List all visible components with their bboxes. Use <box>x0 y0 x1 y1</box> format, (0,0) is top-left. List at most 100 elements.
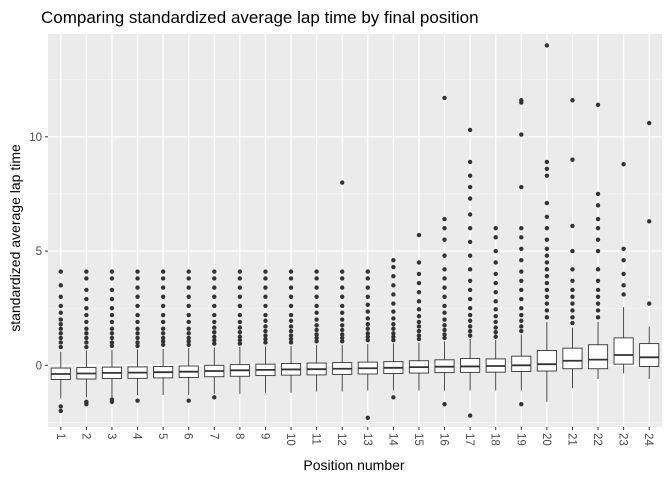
outlier-point <box>519 184 524 190</box>
outlier-point <box>519 278 524 283</box>
box-iqr <box>460 358 481 373</box>
outlier-point <box>493 235 498 240</box>
box-position-23 <box>613 162 634 374</box>
outlier-point <box>263 285 268 290</box>
y-axis: 0 5 10 <box>29 132 48 372</box>
outlier-point <box>109 340 115 345</box>
outlier-point <box>84 399 89 405</box>
outlier-point <box>314 327 319 333</box>
outlier-point <box>442 226 447 231</box>
x-tick-label: 22 <box>591 433 603 446</box>
x-tick-label: 6 <box>182 433 194 439</box>
outlier-point <box>340 327 345 333</box>
outlier-point <box>135 343 140 349</box>
outlier-point <box>519 132 524 137</box>
outlier-point <box>442 253 447 258</box>
outlier-point <box>544 294 550 299</box>
outlier-point <box>467 159 473 165</box>
outlier-point <box>365 285 370 290</box>
outlier-point <box>544 308 550 313</box>
outlier-point <box>544 159 550 165</box>
outlier-point <box>595 294 601 299</box>
outlier-point <box>237 337 243 343</box>
outlier-point <box>391 395 396 400</box>
outlier-point <box>365 294 370 299</box>
x-axis: 1 2 3 4 5 6 7 8 9 10 11 12 13 14 15 16 17 18 19 20 21 22 23 24 <box>54 427 654 446</box>
outlier-point <box>595 267 601 272</box>
outlier-point <box>365 276 370 281</box>
outlier-point <box>84 276 89 281</box>
outlier-point <box>570 248 575 254</box>
outlier-point <box>391 316 396 321</box>
outlier-point <box>160 335 166 341</box>
outlier-point <box>263 328 268 334</box>
outlier-point <box>519 269 524 274</box>
outlier-point <box>340 303 345 309</box>
outlier-point <box>519 246 524 251</box>
outlier-point <box>442 216 447 222</box>
outlier-point <box>416 333 422 338</box>
outlier-point <box>212 312 217 318</box>
x-tick-label: 18 <box>489 433 501 446</box>
outlier-point <box>365 309 370 314</box>
outlier-point <box>109 296 115 302</box>
outlier-point <box>467 196 473 201</box>
x-tick-label: 21 <box>565 433 577 446</box>
outlier-point <box>186 303 191 309</box>
outlier-point <box>340 269 345 274</box>
outlier-point <box>365 334 370 339</box>
outlier-point <box>595 102 601 108</box>
outlier-point <box>442 323 447 328</box>
outlier-point <box>340 294 345 299</box>
x-tick-label: 5 <box>156 433 168 439</box>
outlier-point <box>212 319 217 325</box>
outlier-point <box>442 332 447 337</box>
outlier-point <box>467 328 473 334</box>
outlier-point <box>519 328 524 334</box>
outlier-point <box>391 337 396 343</box>
box-position-22 <box>587 102 609 380</box>
outlier-point <box>314 317 319 322</box>
outlier-point <box>595 315 601 320</box>
outlier-point <box>288 340 294 345</box>
outlier-point <box>544 237 550 242</box>
x-tick-label: 9 <box>258 433 270 439</box>
outlier-point <box>237 341 243 346</box>
outlier-point <box>237 303 243 309</box>
x-tick-label: 16 <box>438 433 450 446</box>
outlier-point <box>467 287 473 293</box>
outlier-point <box>595 248 601 254</box>
outlier-point <box>237 276 243 281</box>
x-axis-title: Position number <box>303 457 405 473</box>
outlier-point <box>135 285 140 290</box>
outlier-point <box>365 321 370 327</box>
outlier-point <box>263 333 268 338</box>
outlier-point <box>442 335 447 341</box>
outlier-point <box>58 335 63 341</box>
outlier-point <box>544 173 550 178</box>
outlier-point <box>288 324 294 329</box>
outlier-point <box>160 342 166 347</box>
box-position-15 <box>408 232 430 391</box>
x-tick-label: 14 <box>386 433 398 446</box>
outlier-point <box>212 329 217 335</box>
outlier-point <box>570 267 575 272</box>
outlier-point <box>467 333 473 338</box>
outlier-point <box>212 337 217 343</box>
outlier-point <box>391 309 396 314</box>
outlier-point <box>391 292 396 297</box>
outlier-point <box>237 312 243 318</box>
outlier-point <box>493 307 498 312</box>
outlier-point <box>570 308 575 313</box>
outlier-point <box>519 318 524 323</box>
outlier-point <box>570 98 575 103</box>
x-tick-label: 12 <box>335 433 347 446</box>
chart-title: Comparing standardized average lap time … <box>41 8 479 27</box>
outlier-point <box>58 404 63 409</box>
outlier-point <box>467 296 473 302</box>
outlier-point <box>442 276 447 281</box>
outlier-point <box>186 335 191 341</box>
outlier-point <box>58 321 63 327</box>
box-iqr <box>562 347 583 370</box>
